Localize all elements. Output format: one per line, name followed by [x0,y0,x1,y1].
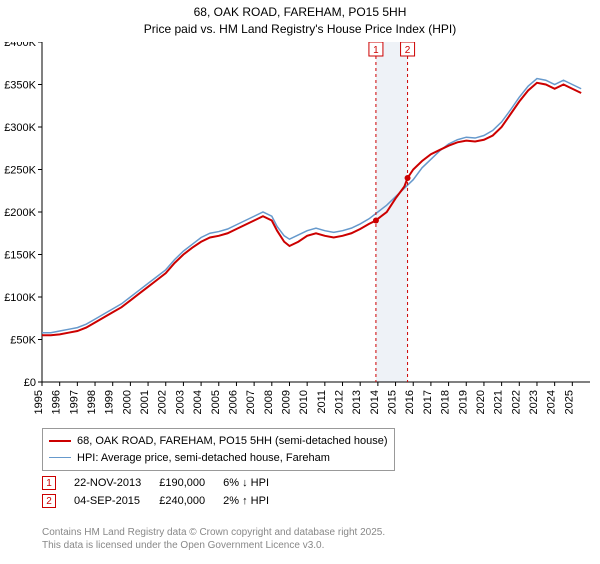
y-tick-label: £50K [10,335,36,347]
line-chart: £0 £50K £100K £150K £200K £250K £300K £350K £400… [0,42,600,422]
highlight-band [376,42,408,382]
legend-label: HPI: Average price, semi-detached house,… [77,450,330,467]
footer: Contains HM Land Registry data © Crown c… [42,526,385,552]
sale-price: £190,000 [159,474,223,492]
sale-date: 22-NOV-2013 [74,474,159,492]
x-tick-label: 1995 [33,390,45,414]
x-tick-label: 2019 [457,390,469,414]
sale-price: £240,000 [159,492,223,510]
x-tick-label: 2006 [227,390,239,414]
y-tick-label: £400K [4,42,36,49]
x-tick-label: 2010 [298,390,310,414]
title-line1: 68, OAK ROAD, FAREHAM, PO15 5HH [194,5,407,19]
x-tick-label: 2002 [157,390,169,414]
x-tick-label: 2016 [404,390,416,414]
x-tick-label: 2015 [387,390,399,414]
chart-title: 68, OAK ROAD, FAREHAM, PO15 5HH Price pa… [0,4,600,38]
footer-line1: Contains HM Land Registry data © Crown c… [42,527,385,538]
title-line2: Price paid vs. HM Land Registry's House … [144,22,456,36]
y-tick-label: £0 [24,377,36,389]
sale-marker: 2 [42,494,56,508]
x-tick-label: 2022 [510,390,522,414]
x-tick-label: 2008 [263,390,275,414]
marker-label: 1 [373,45,379,56]
sale-delta: 2% ↑ HPI [223,492,287,510]
x-tick-label: 1998 [86,390,98,414]
x-tick-label: 2004 [192,390,204,414]
x-tick-label: 1997 [68,390,80,414]
sale-date: 04-SEP-2015 [74,492,159,510]
x-tick-label: 2001 [139,390,151,414]
series-line [42,79,581,333]
chart-container: £0 £50K £100K £150K £200K £250K £300K £350K £400… [0,42,600,422]
x-tick-label: 2007 [245,390,257,414]
x-tick-label: 2023 [528,390,540,414]
legend-swatch [49,457,71,458]
y-tick-label: £300K [4,122,36,134]
sale-delta: 6% ↓ HPI [223,474,287,492]
x-tick-label: 1996 [51,390,63,414]
x-tick-label: 2017 [422,390,434,414]
legend: 68, OAK ROAD, FAREHAM, PO15 5HH (semi-de… [42,428,395,471]
x-tick-label: 2025 [563,390,575,414]
y-tick-label: £200K [4,207,36,219]
x-tick-label: 2024 [546,390,558,414]
x-tick-label: 1999 [104,390,116,414]
sale-marker: 1 [42,476,56,490]
y-tick-label: £150K [4,250,36,262]
y-tick-label: £350K [4,80,36,92]
x-tick-label: 2018 [440,390,452,414]
sales-table: 1 22-NOV-2013£190,0006% ↓ HPI 2 04-SEP-2015… [42,474,287,510]
marker-label: 2 [405,45,411,56]
x-tick-label: 2021 [493,390,505,414]
legend-row: HPI: Average price, semi-detached house,… [49,450,388,467]
x-tick-label: 2009 [280,390,292,414]
x-tick-label: 2003 [174,390,186,414]
x-tick-label: 2014 [369,390,381,414]
marker-dot [405,175,411,181]
table-row: 2 04-SEP-2015£240,0002% ↑ HPI [42,492,287,510]
x-tick-label: 2012 [334,390,346,414]
x-tick-label: 2011 [316,390,328,414]
x-tick-label: 2005 [210,390,222,414]
table-row: 1 22-NOV-2013£190,0006% ↓ HPI [42,474,287,492]
x-tick-label: 2013 [351,390,363,414]
legend-row: 68, OAK ROAD, FAREHAM, PO15 5HH (semi-de… [49,433,388,450]
footer-line2: This data is licensed under the Open Gov… [42,540,324,551]
legend-swatch [49,440,71,442]
marker-dot [373,218,379,224]
y-tick-label: £250K [4,165,36,177]
x-tick-label: 2020 [475,390,487,414]
x-tick-label: 2000 [121,390,133,414]
series-line [42,83,581,335]
legend-label: 68, OAK ROAD, FAREHAM, PO15 5HH (semi-de… [77,433,388,450]
y-tick-label: £100K [4,292,36,304]
